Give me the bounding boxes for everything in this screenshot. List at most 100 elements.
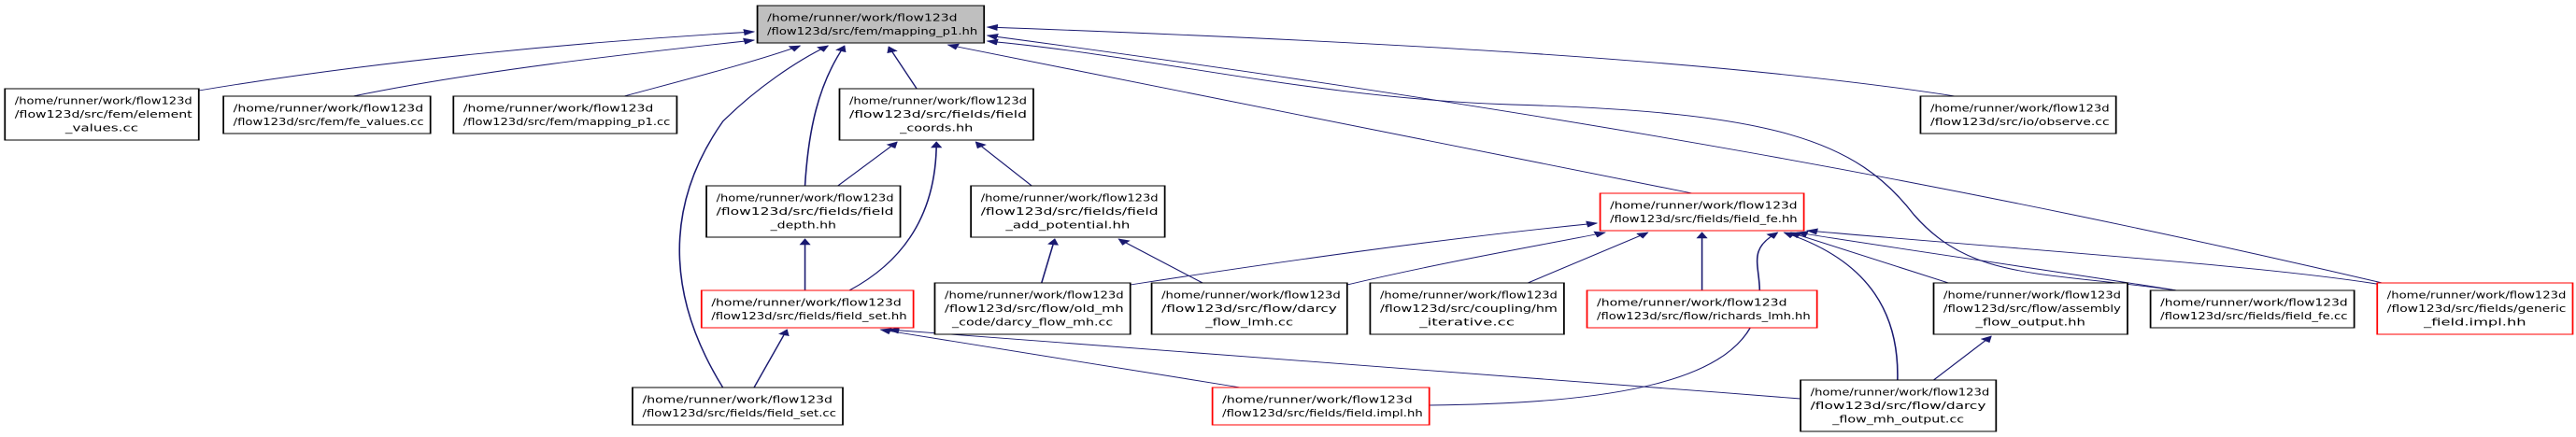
node-mapping-p1-cc[interactable]: /home/runner/work/flow123d/flow123d/src/… [452, 95, 678, 134]
node-richards[interactable]: /home/runner/work/flow123d/flow123d/src/… [1586, 289, 1818, 329]
node-label-line: /home/runner/work/flow123d [1222, 394, 1412, 406]
node-field-impl[interactable]: /home/runner/work/flow123d/flow123d/src/… [1211, 387, 1430, 426]
node-field-fe-hh[interactable]: /home/runner/work/flow123d/flow123d/src/… [1599, 192, 1805, 232]
node-label-line: /home/runner/work/flow123d [767, 12, 957, 24]
nodes: /home/runner/work/flow123d/flow123d/src/… [4, 5, 2574, 432]
node-label-line: /flow123d/src/fem/element [15, 108, 192, 120]
node-label-line: /home/runner/work/flow123d [642, 394, 832, 406]
node-label-line: /home/runner/work/flow123d [234, 103, 423, 115]
node-root[interactable]: /home/runner/work/flow123d/flow123d/src/… [756, 5, 986, 44]
edge-darcy_output-to-assembly [1932, 335, 1992, 381]
node-old-mh[interactable]: /home/runner/work/flow123d/flow123d/src/… [933, 282, 1131, 335]
node-box [933, 282, 1131, 335]
node-fe-values[interactable]: /home/runner/work/flow123d/flow123d/src/… [222, 95, 432, 134]
node-element-values[interactable]: /home/runner/work/flow123d/flow123d/src/… [4, 88, 200, 141]
node-observe[interactable]: /home/runner/work/flow123d/flow123d/src/… [1919, 95, 2117, 134]
node-label-line: /flow123d/src/io/observe.cc [1930, 116, 2110, 128]
node-label-line: /flow123d/src/fields/generic [2387, 303, 2567, 315]
node-label-line: /home/runner/work/flow123d [1380, 289, 1558, 302]
node-box [756, 5, 986, 44]
node-label-line: _values.cc [64, 122, 138, 134]
node-field-fe-cc[interactable]: /home/runner/work/flow123d/flow123d/src/… [2149, 289, 2355, 329]
node-label-line: _flow_mh_output.cc [1831, 414, 1964, 426]
node-box [838, 88, 1034, 141]
node-box [1800, 379, 1998, 432]
node-label-line: _depth.hh [770, 219, 836, 232]
node-box [700, 289, 915, 329]
node-label-line: _code/darcy_flow_mh.cc [951, 317, 1113, 329]
node-box [2376, 282, 2574, 335]
node-label-line: /flow123d/src/coupling/hm [1380, 303, 1558, 315]
edge-hm_iterative-to-field_fe_hh [1527, 232, 1649, 284]
node-box [1369, 282, 1565, 335]
node-label-line: /home/runner/work/flow123d [981, 192, 1159, 204]
node-label-line: _field.impl.hh [2423, 317, 2526, 329]
node-label-line: _flow_output.hh [1974, 317, 2085, 329]
node-label-line: /home/runner/work/flow123d [849, 95, 1027, 107]
node-box [1919, 95, 2117, 134]
node-label-line: /flow123d/src/fields/field_fe.cc [2160, 310, 2347, 322]
node-hm-iterative[interactable]: /home/runner/work/flow123d/flow123d/src/… [1369, 282, 1565, 335]
node-label-line: /flow123d/src/fields/field_set.hh [711, 310, 906, 322]
node-label-line: /flow123d/src/fields/field.impl.hh [1222, 407, 1423, 419]
node-box [1150, 282, 1348, 335]
node-label-line: /flow123d/src/flow/assembly [1943, 303, 2121, 315]
edge-darcy_output-to-field_fe_hh [1783, 232, 1899, 381]
node-label-line: /home/runner/work/flow123d [1811, 387, 1990, 399]
edge-fe_values-to-root [352, 37, 756, 97]
node-label-line: /home/runner/work/flow123d [1161, 289, 1341, 302]
node-field-set-cc[interactable]: /home/runner/work/flow123d/flow123d/src/… [632, 387, 844, 426]
node-label-line: /flow123d/src/flow/richards_lmh.hh [1597, 310, 1811, 322]
node-box [222, 95, 432, 134]
node-box [632, 387, 844, 426]
node-label-line: /flow123d/src/flow/darcy [1811, 400, 1986, 412]
edge-darcy_lmh-to-field_fe_hh [1346, 231, 1607, 286]
node-label-line: /flow123d/src/fem/mapping_p1.cc [463, 116, 671, 128]
node-darcy-output[interactable]: /home/runner/work/flow123d/flow123d/src/… [1800, 379, 1998, 432]
node-box [2149, 289, 2355, 329]
edge-field_impl-to-field_fe_hh [1429, 232, 1779, 406]
edge-field_fe_cc-to-root [986, 38, 2177, 291]
node-box [4, 88, 200, 141]
edge-field_depth-to-root [804, 45, 847, 187]
node-label-line: _coords.hh [899, 122, 973, 134]
edge-field_set_cc-to-field_set_hh [753, 329, 790, 388]
node-darcy-lmh[interactable]: /home/runner/work/flow123d/flow123d/src/… [1150, 282, 1348, 335]
node-label-line: /flow123d/src/flow/darcy [1161, 303, 1337, 315]
node-label-line: /home/runner/work/flow123d [15, 95, 192, 107]
node-field-depth[interactable]: /home/runner/work/flow123d/flow123d/src/… [705, 185, 902, 238]
edge-darcy_output-to-field_set_hh [888, 327, 1801, 400]
edges [198, 23, 2383, 406]
edge-field_set_hh-to-field_coords [848, 141, 943, 291]
node-label-line: _flow_lmh.cc [1204, 317, 1293, 329]
node-box [1586, 289, 1818, 329]
edge-generic-to-field_fe_hh [1805, 228, 2383, 286]
edge-generic-to-root [986, 34, 2383, 284]
node-label-line: _iterative.cc [1418, 317, 1515, 329]
edge-element_values-to-root [198, 29, 756, 92]
node-label-line: /home/runner/work/flow123d [2387, 289, 2567, 302]
edge-darcy_lmh-to-field_add_potential [1117, 238, 1203, 284]
node-label-line: /flow123d/src/fields/field [981, 205, 1159, 218]
edge-observe-to-root [986, 23, 1956, 97]
node-label-line: _add_potential.hh [1004, 219, 1130, 232]
node-field-set-hh[interactable]: /home/runner/work/flow123d/flow123d/src/… [700, 289, 915, 329]
node-generic[interactable]: /home/runner/work/flow123d/flow123d/src/… [2376, 282, 2574, 335]
node-field-coords[interactable]: /home/runner/work/flow123d/flow123d/src/… [838, 88, 1034, 141]
node-box [1599, 192, 1805, 232]
edge-old_mh-to-field_fe_hh [1130, 220, 1599, 286]
node-label-line: /flow123d/src/fields/field_set.cc [642, 407, 835, 419]
edge-assembly-to-field_fe_hh [1789, 232, 1949, 284]
node-label-line: /home/runner/work/flow123d [1930, 103, 2110, 115]
node-label-line: /home/runner/work/flow123d [1610, 200, 1797, 212]
node-field-add-potential[interactable]: /home/runner/work/flow123d/flow123d/src/… [970, 185, 1166, 238]
node-label-line: /home/runner/work/flow123d [1597, 297, 1786, 309]
node-label-line: /home/runner/work/flow123d [945, 289, 1124, 302]
edge-field_add_potential-to-field_coords [975, 141, 1032, 187]
node-assembly[interactable]: /home/runner/work/flow123d/flow123d/src/… [1932, 282, 2128, 335]
node-label-line: /flow123d/src/fields/field [849, 108, 1027, 120]
edge-field_fe_hh-to-root [946, 43, 1693, 194]
node-box [705, 185, 902, 238]
node-label-line: /flow123d/src/fields/field_fe.hh [1610, 213, 1797, 225]
node-box [1932, 282, 2128, 335]
